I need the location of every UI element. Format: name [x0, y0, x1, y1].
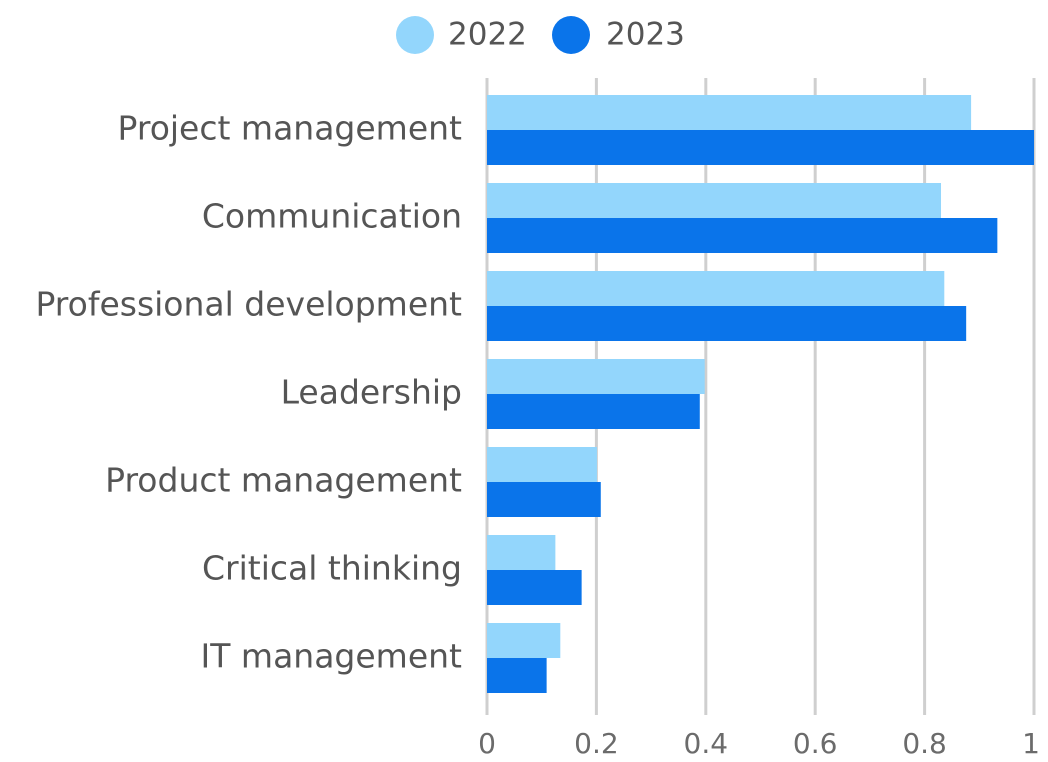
x-tick-label: 0.8	[902, 727, 947, 760]
category-label-critical-thinking: Critical thinking	[202, 549, 462, 588]
legend: 2022 2023	[396, 16, 685, 54]
category-labels: Project management Communication Professio…	[35, 109, 462, 676]
bar-2022-leadership	[487, 359, 705, 394]
bar-2023-it-management	[487, 658, 547, 693]
legend-swatch-2022	[396, 16, 434, 54]
legend-label-2022: 2022	[448, 17, 527, 53]
category-label-professional-development: Professional development	[35, 285, 462, 324]
bar-2023-critical-thinking	[487, 570, 582, 605]
x-tick-label: 0.4	[684, 727, 729, 760]
bar-2022-professional-development	[487, 271, 945, 306]
bar-2023-leadership	[487, 394, 700, 429]
x-tick-label: 0.2	[574, 727, 619, 760]
x-tick-label: 0.6	[793, 727, 838, 760]
bar-2023-communication	[487, 218, 998, 253]
x-tick-label: 0	[478, 727, 496, 760]
bar-2022-communication	[487, 183, 942, 218]
bar-2022-critical-thinking	[487, 535, 556, 570]
bar-2022-project-management	[487, 95, 972, 130]
category-label-leadership: Leadership	[281, 373, 462, 412]
bar-2023-product-management	[487, 482, 601, 517]
bar-2022-product-management	[487, 447, 597, 482]
category-label-communication: Communication	[202, 197, 462, 236]
bars	[487, 95, 1034, 693]
bar-2023-professional-development	[487, 306, 967, 341]
x-axis-ticks: 0 0.2 0.4 0.6 0.8 1	[478, 727, 1040, 760]
x-tick-label: 1	[1022, 727, 1040, 760]
legend-label-2023: 2023	[606, 17, 685, 53]
bar-2022-it-management	[487, 623, 561, 658]
legend-swatch-2023	[552, 16, 590, 54]
category-label-it-management: IT management	[201, 637, 462, 676]
bar-2023-project-management	[487, 130, 1034, 165]
category-label-product-management: Product management	[105, 461, 462, 500]
category-label-project-management: Project management	[118, 109, 463, 148]
